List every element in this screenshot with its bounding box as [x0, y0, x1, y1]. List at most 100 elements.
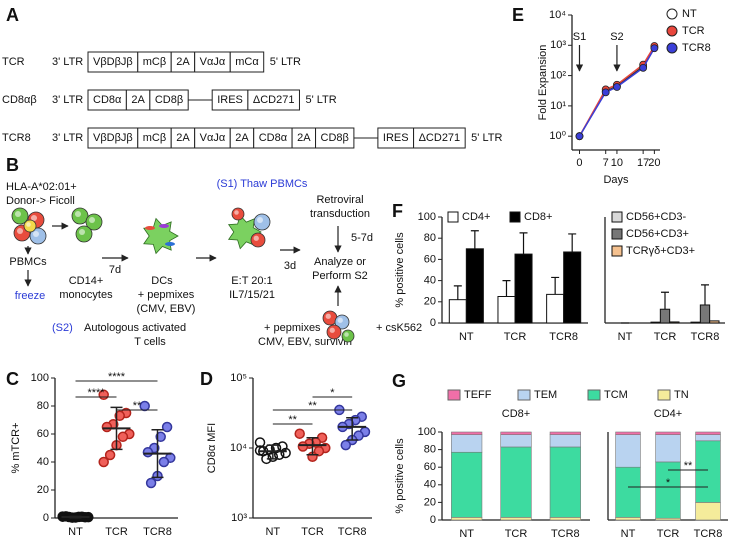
- construct-name: TCR: [2, 56, 25, 68]
- legend-label: TCRγδ+CD3+: [626, 245, 695, 257]
- annotation: S1: [573, 31, 586, 43]
- panel-label: E: [512, 5, 524, 25]
- stacked-segment: [549, 517, 581, 521]
- stacked-segment: [655, 431, 681, 435]
- workflow-text: (CMV, EBV): [137, 303, 196, 315]
- legend-label: NT: [682, 8, 697, 20]
- error-bar: [661, 291, 669, 310]
- legend-swatch: [587, 389, 601, 401]
- stacked-segment: [615, 434, 641, 468]
- cell-nucleus: [253, 235, 259, 241]
- x-tick-label: TCR8: [549, 331, 578, 343]
- legend-label: CD8+: [524, 211, 552, 223]
- legend-marker: [666, 8, 678, 20]
- bar: [448, 299, 467, 324]
- construct-label: 2A: [131, 94, 145, 106]
- y-tick-label: 60: [424, 461, 436, 473]
- ltr-label: 5' LTR: [305, 94, 336, 106]
- workflow-text: Donor-> Ficoll: [6, 195, 75, 207]
- bar: [497, 296, 516, 324]
- construct-label: IRES: [217, 94, 243, 106]
- legend-label: CD56+CD3+: [626, 228, 689, 240]
- construct-label: VαJα: [200, 132, 226, 144]
- construct-label: 2A: [176, 56, 190, 68]
- construct-label: CD8α: [259, 132, 288, 144]
- y-tick-label: 20: [424, 496, 436, 508]
- x-tick-label: TCR8: [691, 331, 720, 343]
- x-tick-label: 7: [603, 157, 609, 169]
- y-tick-label: 10²: [550, 69, 566, 81]
- legend-marker: [666, 25, 678, 37]
- cell-nucleus: [337, 317, 343, 323]
- construct-label: 2A: [235, 132, 249, 144]
- legend-label: TEFF: [464, 389, 492, 401]
- ltr-label: 3' LTR: [52, 94, 83, 106]
- significance-label: **: [308, 400, 317, 412]
- panel-label: A: [6, 5, 19, 25]
- x-tick-label: TCR: [654, 331, 677, 343]
- data-point: [575, 132, 584, 141]
- cell-nucleus: [325, 313, 331, 319]
- construct-label: CD8β: [155, 94, 183, 106]
- y-tick-label: 0: [430, 514, 436, 526]
- data-point: [340, 439, 352, 451]
- x-tick-label: TCR: [105, 526, 128, 538]
- stacked-segment: [695, 431, 721, 435]
- y-tick-label: 100: [31, 372, 49, 384]
- significance-label: **: [133, 400, 142, 412]
- cell-nucleus: [256, 216, 264, 224]
- workflow-text: transduction: [310, 208, 370, 220]
- stacked-segment: [549, 446, 581, 518]
- legend-label: CD4+: [462, 211, 490, 223]
- x-tick-label: TCR: [301, 526, 324, 538]
- stacked-segment: [615, 431, 641, 435]
- error-bar: [306, 437, 319, 456]
- y-tick-label: 20: [37, 484, 49, 496]
- y-tick-label: 10⁰: [549, 130, 566, 142]
- y-tick-label: 0: [43, 512, 49, 524]
- data-point: [601, 88, 610, 97]
- construct-name: TCR8: [2, 132, 31, 144]
- panel-label: B: [6, 155, 19, 175]
- construct-label: ΔCD271: [253, 94, 295, 106]
- group-title: CD8+: [502, 408, 530, 420]
- bar: [514, 253, 533, 324]
- stacked-segment: [451, 431, 483, 435]
- construct-label: mCα: [235, 56, 259, 68]
- stacked-segment: [500, 434, 532, 448]
- x-tick-label: TCR8: [694, 528, 723, 540]
- stacked-segment: [695, 434, 721, 442]
- workflow-text: + pepmixes: [264, 322, 321, 334]
- y-tick-label: 100: [418, 426, 436, 438]
- x-tick-label: NT: [68, 526, 83, 538]
- y-tick-label: 0: [430, 317, 436, 329]
- construct-label: 2A: [297, 132, 311, 144]
- stacked-segment: [695, 502, 721, 521]
- workflow-text: Autologous activated: [84, 322, 186, 334]
- y-tick-label: 10⁴: [230, 442, 247, 454]
- y-tick-label: 10¹: [550, 100, 566, 112]
- stacked-segment: [451, 434, 483, 453]
- data-point: [297, 441, 309, 452]
- stacked-segment: [615, 466, 641, 518]
- error-bar: [69, 515, 82, 519]
- legend-label: TEM: [534, 389, 557, 401]
- y-tick-label: 80: [424, 444, 436, 456]
- significance-label: **: [684, 460, 693, 472]
- data-point: [613, 83, 621, 91]
- legend-swatch: [611, 211, 623, 223]
- x-tick-label: 10: [611, 157, 623, 169]
- workflow-text: 5-7d: [351, 232, 373, 244]
- y-tick-label: 40: [424, 275, 436, 287]
- y-tick-label: 10⁵: [230, 372, 247, 384]
- x-tick-label: 0: [576, 157, 582, 169]
- cell-nucleus: [14, 210, 22, 218]
- construct-label: ΔCD271: [419, 132, 461, 144]
- legend-swatch: [517, 389, 531, 401]
- legend-label: TN: [674, 389, 689, 401]
- x-tick-label: TCR8: [551, 528, 580, 540]
- workflow-text: CMV, EBV, survivin: [258, 336, 352, 348]
- stacked-segment: [451, 451, 483, 518]
- x-tick-label: NT: [621, 528, 636, 540]
